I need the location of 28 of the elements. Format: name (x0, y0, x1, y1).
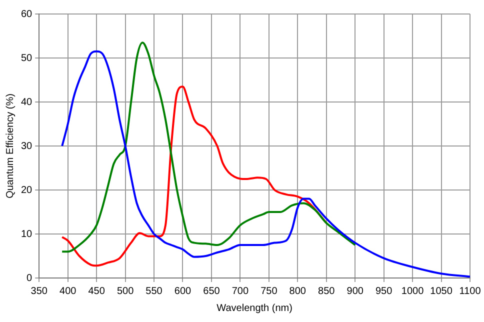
y-tick-label: 0 (26, 272, 33, 284)
x-tick-label: 350 (30, 286, 48, 297)
y-tick-label: 30 (21, 140, 33, 152)
x-tick-label: 600 (174, 286, 192, 297)
x-tick-label: 500 (116, 286, 134, 297)
y-tick-label: 20 (21, 184, 33, 196)
x-tick-label: 800 (289, 286, 306, 297)
y-axis-title: Quantum Efficiency (%) (4, 94, 16, 198)
x-axis-title: Wavelength (nm) (216, 302, 292, 314)
y-tick-label: 50 (21, 52, 33, 64)
x-tick-label: 650 (203, 286, 220, 297)
line-series (61, 50, 470, 278)
x-tick-label: 950 (375, 286, 393, 297)
x-tick-label: 850 (318, 286, 336, 297)
y-tick-label: 60 (21, 8, 33, 20)
line-series (61, 42, 356, 253)
x-tick-label: 750 (260, 286, 278, 297)
y-tick-label: 10 (21, 228, 33, 240)
x-tick-label: 1100 (459, 286, 482, 297)
x-tick-label: 900 (346, 286, 364, 297)
x-tick-label: 550 (146, 286, 163, 297)
line-series (61, 86, 328, 267)
x-tick-label: 1000 (401, 286, 424, 297)
y-tick-label: 40 (21, 96, 33, 108)
x-tick-label: 700 (232, 286, 249, 297)
x-tick-label: 1050 (430, 286, 453, 297)
x-tick-label: 450 (88, 286, 106, 297)
x-tick-label: 400 (60, 286, 77, 297)
